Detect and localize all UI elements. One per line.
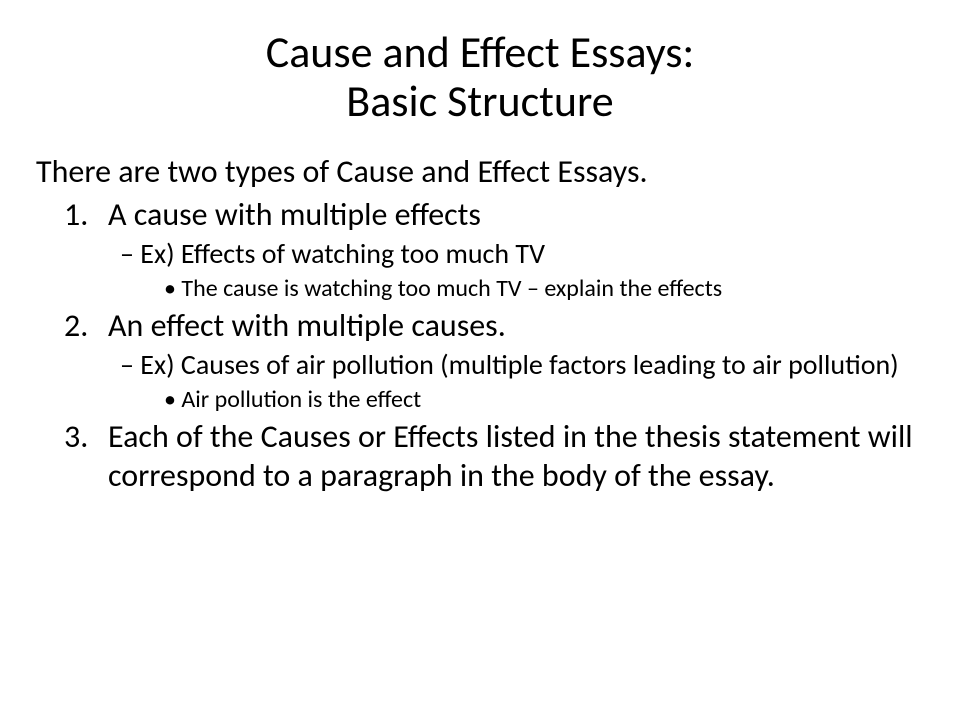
- list-item: Each of the Causes or Effects listed in …: [36, 417, 924, 495]
- list-item: An effect with multiple causes.: [36, 306, 924, 345]
- main-list: A cause with multiple effects: [36, 195, 924, 234]
- sub-item-text: Ex) Effects of watching too much TV: [140, 236, 545, 271]
- sub-item: Ex) Causes of air pollution (multiple fa…: [36, 347, 924, 382]
- item-text: A cause with multiple effects: [108, 195, 481, 234]
- subsub-item: The cause is watching too much TV – expl…: [36, 273, 924, 304]
- intro-text: There are two types of Cause and Effect …: [36, 153, 924, 191]
- title-line-2: Basic Structure: [346, 74, 613, 128]
- subsub-item-text: Air pollution is the effect: [181, 385, 421, 414]
- subsub-item: Air pollution is the effect: [36, 384, 924, 415]
- item-text: An effect with multiple causes.: [108, 306, 506, 345]
- sub-item-text: Ex) Causes of air pollution (multiple fa…: [140, 347, 898, 382]
- sub-item: Ex) Effects of watching too much TV: [36, 236, 924, 271]
- main-list: An effect with multiple causes.: [36, 306, 924, 345]
- slide-title: Cause and Effect Essays: Basic Structure: [36, 28, 924, 127]
- list-item: A cause with multiple effects: [36, 195, 924, 234]
- title-line-1: Cause and Effect Essays:: [266, 25, 694, 79]
- item-text: Each of the Causes or Effects listed in …: [108, 417, 913, 495]
- main-list: Each of the Causes or Effects listed in …: [36, 417, 924, 495]
- subsub-item-text: The cause is watching too much TV – expl…: [181, 274, 722, 303]
